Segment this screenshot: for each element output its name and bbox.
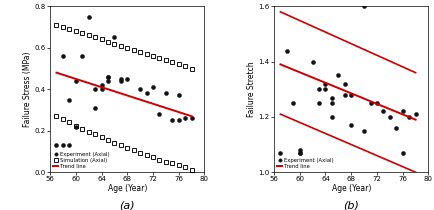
Line: Experiment (Axial): Experiment (Axial) bbox=[278, 4, 417, 155]
Experiment (Axial) bbox=[393, 127, 398, 129]
Experiment (Axial) bbox=[296, 152, 302, 154]
Experiment (Axial) bbox=[92, 107, 98, 109]
Experiment (Axial) bbox=[329, 96, 334, 99]
Experiment (Axial) bbox=[361, 5, 366, 8]
Y-axis label: Failure Stretch: Failure Stretch bbox=[246, 62, 255, 117]
Experiment (Axial) bbox=[412, 113, 417, 116]
Experiment (Axial) bbox=[189, 117, 194, 119]
Simulation (Axial) bbox=[176, 63, 181, 66]
Experiment (Axial) bbox=[66, 144, 72, 147]
Experiment (Axial) bbox=[316, 88, 321, 91]
Line: Simulation (Axial): Simulation (Axial) bbox=[54, 23, 193, 71]
Experiment (Axial) bbox=[367, 102, 372, 104]
Experiment (Axial) bbox=[348, 93, 353, 96]
Simulation (Axial) bbox=[163, 59, 168, 62]
Simulation (Axial) bbox=[73, 30, 78, 32]
Experiment (Axial) bbox=[342, 83, 347, 85]
Experiment (Axial) bbox=[157, 113, 162, 116]
Experiment (Axial) bbox=[309, 60, 315, 63]
Experiment (Axial) bbox=[329, 102, 334, 104]
Experiment (Axial) bbox=[277, 152, 283, 154]
Simulation (Axial) bbox=[86, 34, 91, 37]
Simulation (Axial) bbox=[131, 49, 136, 51]
Experiment (Axial) bbox=[112, 36, 117, 39]
Experiment (Axial) bbox=[99, 84, 104, 86]
Experiment (Axial) bbox=[105, 76, 110, 78]
Simulation (Axial) bbox=[137, 51, 142, 53]
Experiment (Axial) bbox=[322, 83, 327, 85]
Experiment (Axial) bbox=[322, 88, 327, 91]
Experiment (Axial) bbox=[105, 80, 110, 82]
Experiment (Axial) bbox=[92, 88, 98, 91]
Experiment (Axial) bbox=[176, 94, 181, 97]
Experiment (Axial) bbox=[118, 80, 123, 82]
Simulation (Axial) bbox=[169, 61, 174, 64]
Experiment (Axial) bbox=[105, 76, 110, 78]
Experiment (Axial) bbox=[73, 80, 78, 82]
Experiment (Axial) bbox=[86, 15, 91, 18]
Simulation (Axial) bbox=[79, 32, 85, 34]
Line: Experiment (Axial): Experiment (Axial) bbox=[54, 15, 193, 147]
Experiment (Axial) bbox=[399, 152, 404, 154]
Experiment (Axial) bbox=[386, 116, 391, 118]
Experiment (Axial) bbox=[60, 144, 66, 147]
Simulation (Axial) bbox=[54, 24, 59, 26]
Experiment (Axial) bbox=[399, 110, 404, 113]
Experiment (Axial) bbox=[79, 55, 85, 57]
Simulation (Axial) bbox=[60, 26, 66, 28]
Experiment (Axial) bbox=[176, 119, 181, 122]
Experiment (Axial) bbox=[99, 88, 104, 91]
Experiment (Axial) bbox=[283, 49, 289, 52]
Experiment (Axial) bbox=[182, 117, 187, 119]
Legend: Experiment (Axial), Simulation (Axial), Trend line: Experiment (Axial), Simulation (Axial), … bbox=[53, 151, 110, 169]
Experiment (Axial) bbox=[163, 92, 168, 95]
X-axis label: Age (Year): Age (Year) bbox=[331, 184, 370, 193]
Experiment (Axial) bbox=[290, 102, 295, 104]
Experiment (Axial) bbox=[169, 119, 174, 122]
Simulation (Axial) bbox=[118, 45, 123, 47]
Simulation (Axial) bbox=[99, 38, 104, 41]
Legend: Experiment (Axial), Trend line: Experiment (Axial), Trend line bbox=[276, 158, 333, 169]
Text: (b): (b) bbox=[342, 200, 358, 210]
Experiment (Axial) bbox=[348, 124, 353, 126]
Experiment (Axial) bbox=[60, 55, 66, 57]
Simulation (Axial) bbox=[189, 67, 194, 70]
Experiment (Axial) bbox=[150, 86, 155, 88]
Experiment (Axial) bbox=[118, 78, 123, 80]
Simulation (Axial) bbox=[92, 36, 98, 39]
Simulation (Axial) bbox=[66, 28, 72, 30]
Experiment (Axial) bbox=[125, 78, 130, 80]
Experiment (Axial) bbox=[374, 102, 379, 104]
Experiment (Axial) bbox=[296, 152, 302, 154]
Experiment (Axial) bbox=[73, 125, 78, 128]
Experiment (Axial) bbox=[335, 74, 340, 77]
Experiment (Axial) bbox=[361, 130, 366, 132]
Experiment (Axial) bbox=[380, 110, 385, 113]
Y-axis label: Failure Stress (MPa): Failure Stress (MPa) bbox=[23, 51, 32, 127]
Experiment (Axial) bbox=[406, 116, 411, 118]
Experiment (Axial) bbox=[54, 144, 59, 147]
Experiment (Axial) bbox=[296, 149, 302, 151]
Simulation (Axial) bbox=[182, 65, 187, 68]
Experiment (Axial) bbox=[144, 92, 149, 95]
Simulation (Axial) bbox=[150, 55, 155, 57]
Simulation (Axial) bbox=[112, 42, 117, 45]
Text: (a): (a) bbox=[119, 200, 135, 210]
Experiment (Axial) bbox=[316, 102, 321, 104]
X-axis label: Age (Year): Age (Year) bbox=[107, 184, 147, 193]
Simulation (Axial) bbox=[157, 57, 162, 59]
Experiment (Axial) bbox=[329, 116, 334, 118]
Simulation (Axial) bbox=[125, 46, 130, 49]
Simulation (Axial) bbox=[105, 40, 110, 43]
Experiment (Axial) bbox=[66, 98, 72, 101]
Simulation (Axial) bbox=[144, 53, 149, 55]
Experiment (Axial) bbox=[137, 88, 142, 91]
Experiment (Axial) bbox=[342, 93, 347, 96]
